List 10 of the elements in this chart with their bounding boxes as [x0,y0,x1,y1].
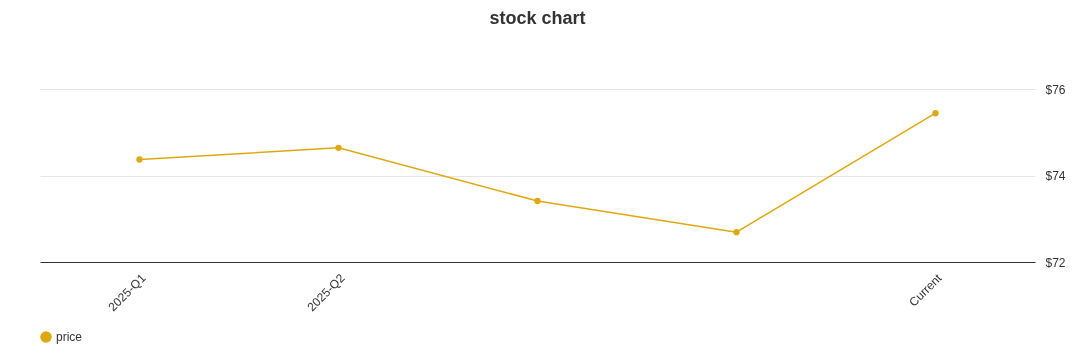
point [932,110,939,117]
y-tick-label: $74 [1045,169,1066,183]
legend-label: price [56,330,83,344]
point [733,229,740,236]
y-tick-label: $76 [1045,82,1066,97]
point [335,144,342,151]
point [534,197,541,205]
chart-title: stock chart [489,8,586,28]
y-tick-label: $72 [1045,255,1066,270]
point [136,156,143,163]
